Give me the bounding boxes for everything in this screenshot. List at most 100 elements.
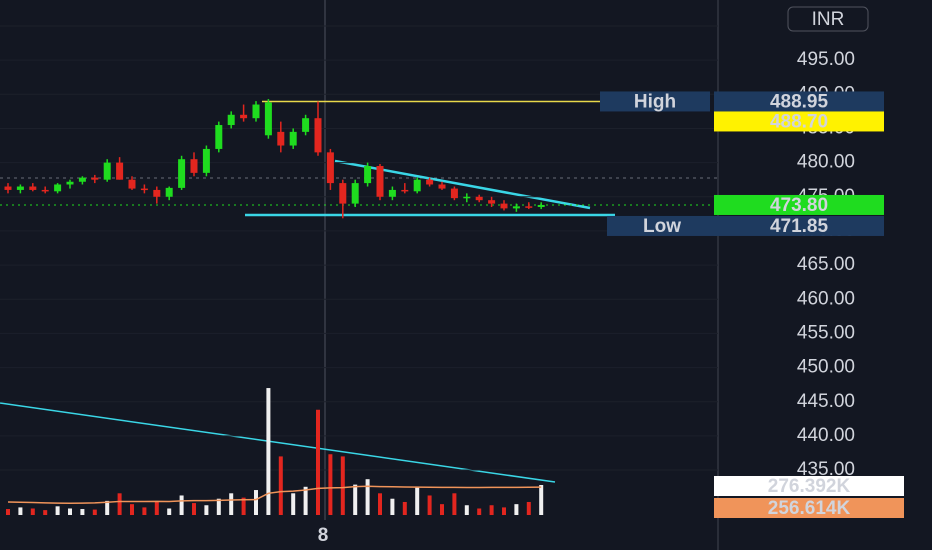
volume-bar bbox=[43, 510, 48, 515]
volume-bar bbox=[216, 498, 221, 515]
candle-body bbox=[78, 177, 86, 182]
candle-body bbox=[202, 148, 210, 173]
candle-body bbox=[103, 162, 111, 180]
volume-bar bbox=[30, 508, 35, 515]
volume-bar bbox=[477, 508, 482, 515]
candle-body bbox=[314, 118, 322, 153]
volume-bar bbox=[179, 495, 184, 515]
candle-body bbox=[326, 152, 334, 184]
candle-body bbox=[426, 179, 434, 185]
candle-body bbox=[153, 189, 161, 197]
candle-body bbox=[388, 189, 396, 197]
candle-body bbox=[339, 183, 347, 204]
candle-body bbox=[165, 187, 173, 197]
candle-body bbox=[463, 196, 471, 199]
volume-bar bbox=[365, 479, 370, 515]
low-price-bg bbox=[714, 215, 884, 236]
y-tick-label: 435.00 bbox=[797, 459, 855, 480]
volume-bar bbox=[142, 507, 147, 515]
volume-bar bbox=[80, 509, 85, 515]
candle-body bbox=[116, 162, 124, 180]
candle-body bbox=[277, 131, 285, 146]
volume-bar bbox=[353, 484, 358, 515]
line-price-bg bbox=[714, 111, 884, 132]
candle-body bbox=[240, 114, 248, 119]
currency-button: INR bbox=[812, 9, 845, 30]
candle-body bbox=[525, 206, 533, 208]
y-tick-label: 465.00 bbox=[797, 254, 855, 275]
y-tick-label: 460.00 bbox=[797, 288, 855, 309]
volume-bar bbox=[192, 503, 196, 515]
volume-bar bbox=[241, 497, 246, 515]
volume-bar bbox=[340, 456, 345, 515]
volume-bar bbox=[452, 493, 457, 515]
volume-bar bbox=[105, 500, 110, 515]
candle-body bbox=[537, 204, 545, 208]
volume-bar bbox=[303, 486, 308, 515]
volume-bar bbox=[55, 506, 60, 515]
low-price: 471.85 bbox=[770, 216, 829, 237]
candle-body bbox=[91, 177, 99, 180]
candle-body bbox=[364, 166, 372, 184]
volume-bar bbox=[427, 495, 432, 515]
volume-bar bbox=[68, 508, 72, 515]
candle-body bbox=[475, 196, 483, 201]
volume-bar bbox=[402, 501, 407, 515]
candle-body bbox=[66, 181, 74, 185]
volume-bar bbox=[167, 508, 172, 515]
volume-bar bbox=[6, 509, 10, 515]
candle-body bbox=[16, 186, 24, 190]
candle-body bbox=[401, 189, 409, 192]
y-tick-label: 445.00 bbox=[797, 391, 855, 412]
volume-bar bbox=[539, 485, 544, 515]
candle-body bbox=[500, 203, 508, 209]
volume-bar bbox=[464, 505, 469, 515]
volume-trendline bbox=[0, 402, 556, 483]
volume-bar bbox=[390, 498, 395, 515]
volume-label-bg bbox=[714, 476, 904, 496]
last-price-bg bbox=[714, 194, 884, 215]
candle-body bbox=[190, 159, 198, 173]
currency-button-bg[interactable] bbox=[787, 6, 869, 32]
volume-bar bbox=[440, 504, 444, 515]
volume-bar bbox=[92, 509, 97, 515]
volume-bar bbox=[291, 493, 296, 515]
volume-bar bbox=[328, 454, 333, 515]
high-price: 488.95 bbox=[770, 91, 829, 112]
volume-bar bbox=[18, 507, 23, 515]
volume-bar bbox=[378, 493, 382, 515]
line-price: 488.70 bbox=[770, 111, 828, 132]
candle-body bbox=[264, 102, 272, 136]
candle-body bbox=[351, 183, 359, 204]
volume-ma-label: 256.614K bbox=[768, 498, 851, 519]
y-tick-label: 440.00 bbox=[797, 425, 855, 446]
candle-body bbox=[128, 179, 136, 189]
volume-bar bbox=[316, 409, 320, 515]
candle-body bbox=[140, 188, 148, 191]
high-label-bg bbox=[600, 91, 710, 112]
volume-bar bbox=[278, 456, 283, 515]
volume-bar bbox=[514, 504, 519, 515]
candle-body bbox=[252, 104, 260, 119]
x-tick-label: 8 bbox=[318, 525, 329, 546]
candle-body bbox=[29, 186, 37, 190]
low-label-bg bbox=[607, 215, 717, 236]
candle-body bbox=[289, 131, 297, 146]
candle-body bbox=[413, 179, 421, 192]
volume-bar bbox=[415, 486, 420, 515]
volume-bar bbox=[502, 507, 506, 515]
last-price: 473.80 bbox=[770, 195, 828, 216]
y-tick-label: 480.00 bbox=[797, 152, 855, 173]
candle-body bbox=[54, 184, 62, 192]
volume-bar bbox=[489, 505, 494, 515]
candle-body bbox=[215, 125, 223, 149]
volume-bar bbox=[117, 493, 122, 515]
candle-body bbox=[227, 114, 235, 126]
high-price-bg bbox=[714, 91, 884, 112]
candle-body bbox=[376, 166, 384, 197]
volume-bar bbox=[204, 505, 209, 515]
candle-body bbox=[438, 184, 446, 189]
candle-body bbox=[302, 118, 310, 132]
volume-bar bbox=[229, 493, 234, 515]
